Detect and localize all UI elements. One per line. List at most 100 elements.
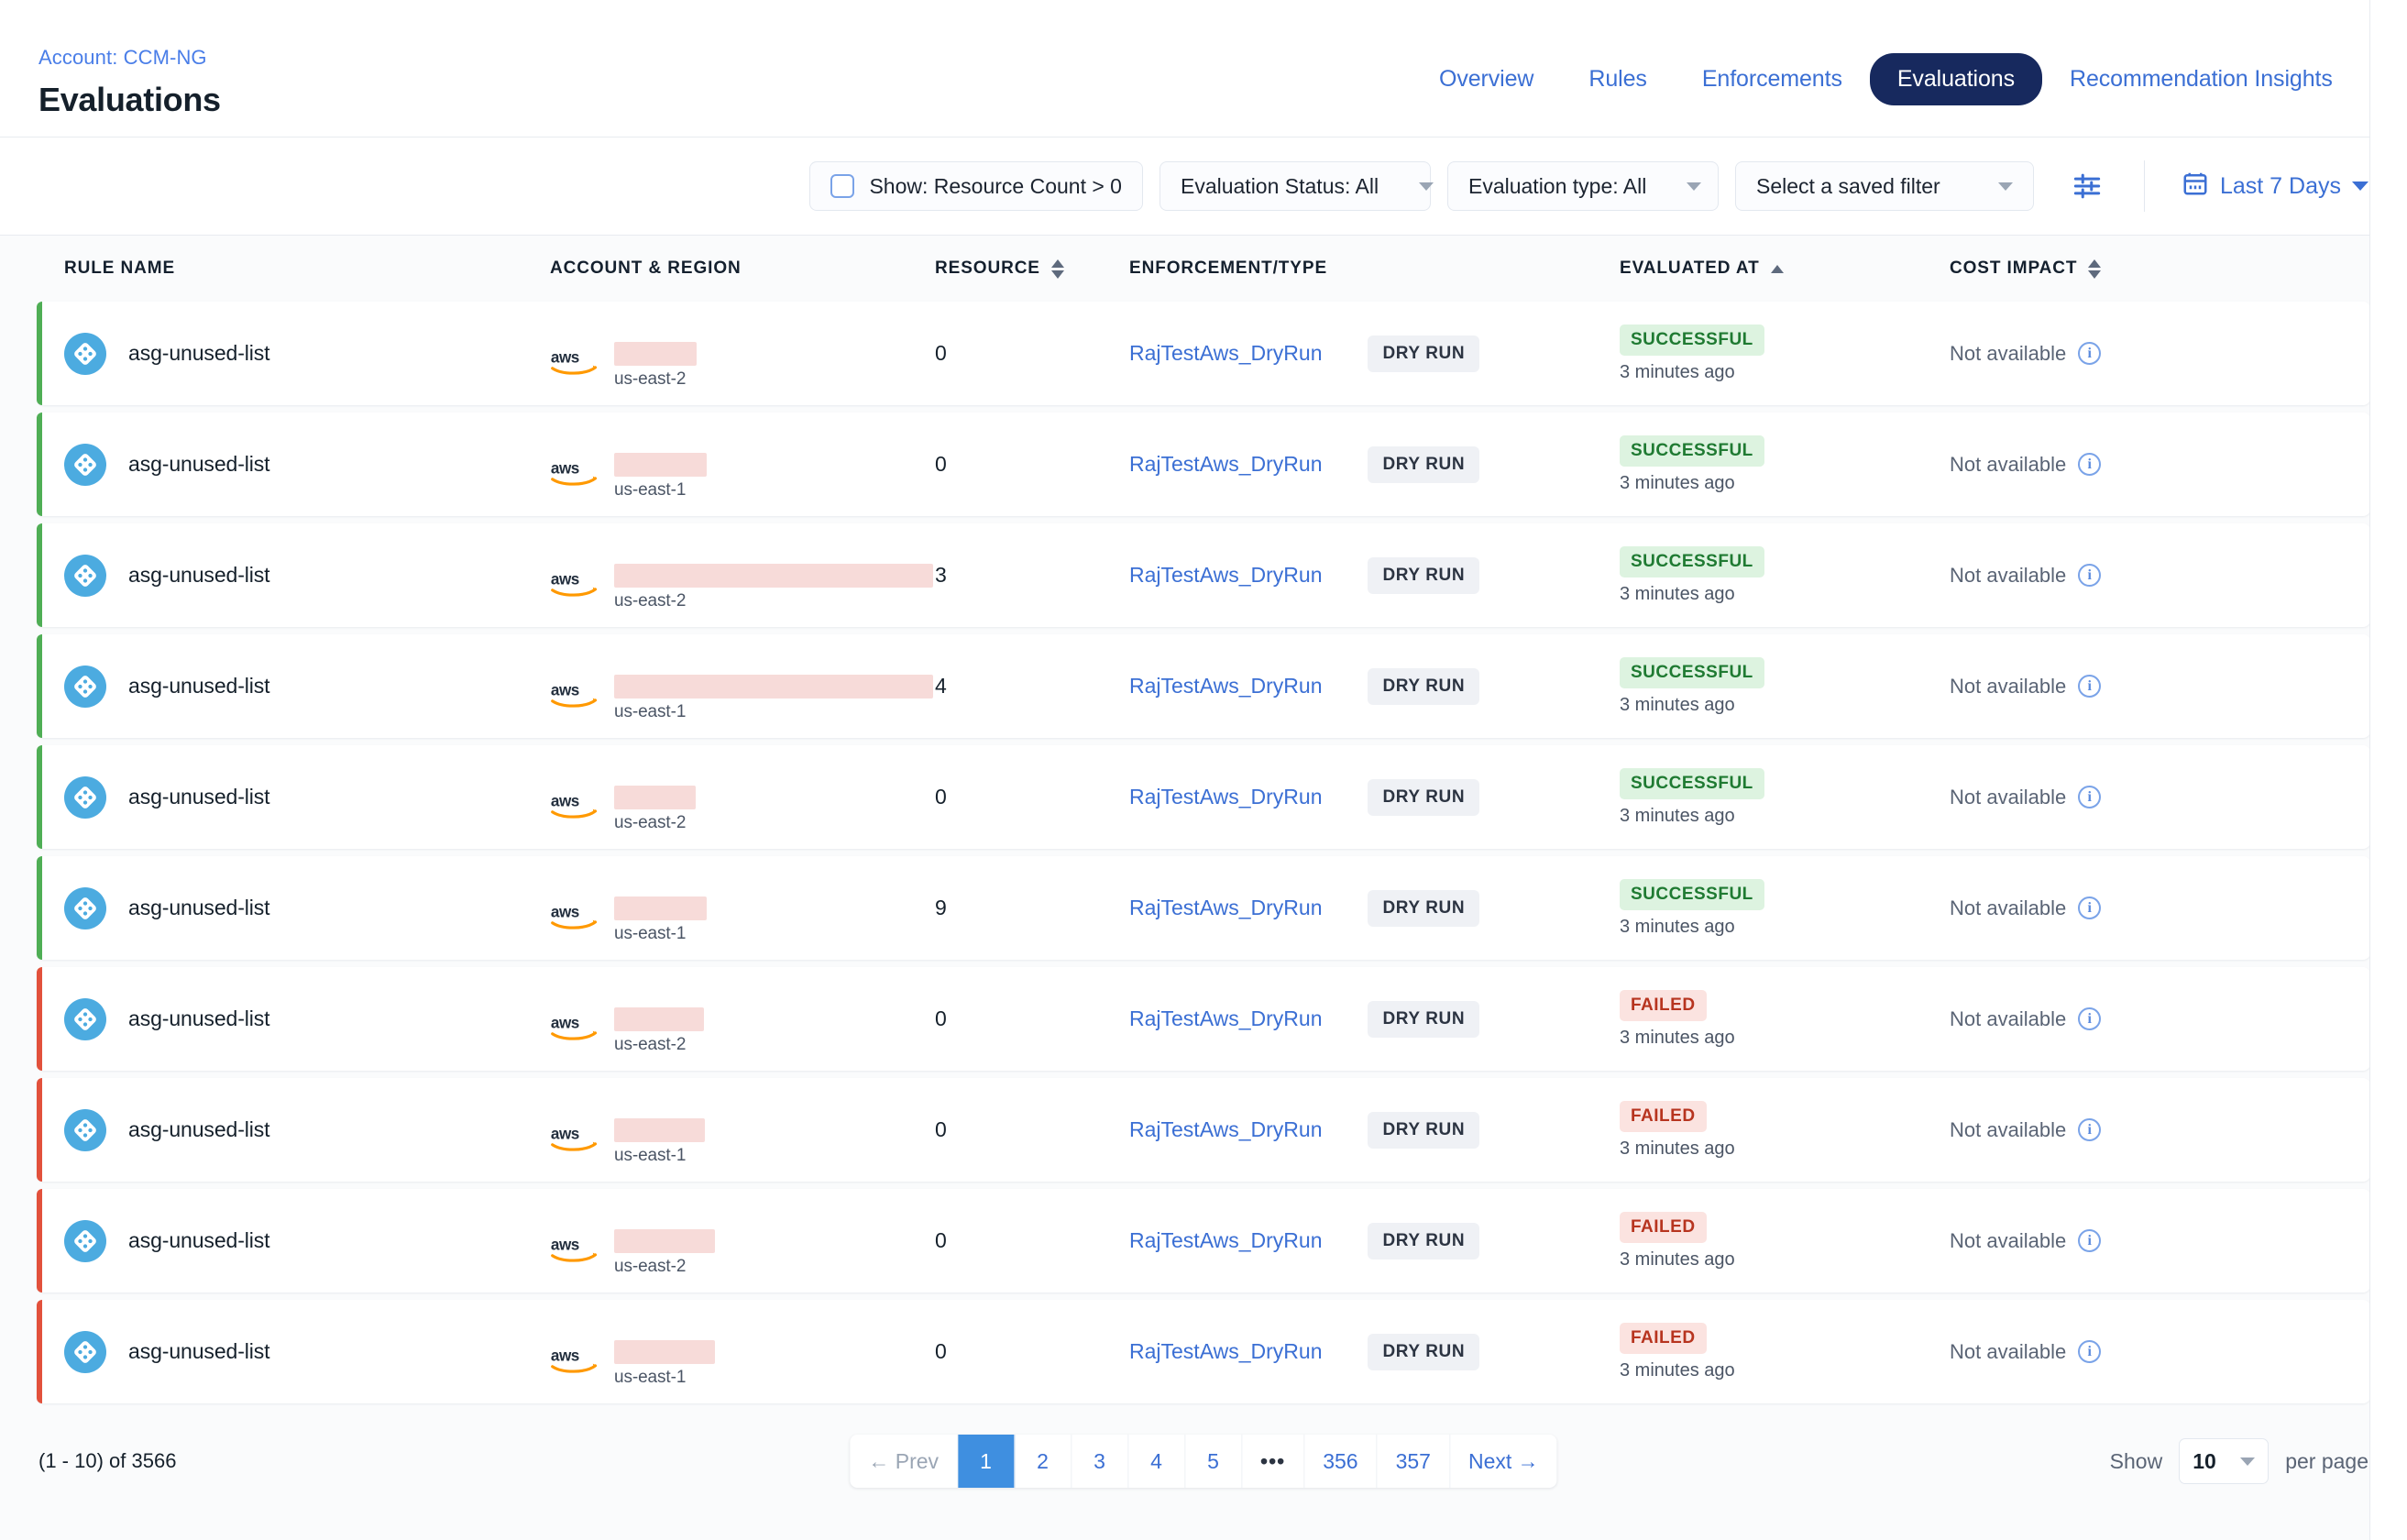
table-row[interactable]: asg-unused-list aws us-east-2 0 RajTestA… <box>37 745 2370 849</box>
nav-tab-rules[interactable]: Rules <box>1588 66 1647 92</box>
table-row[interactable]: asg-unused-list aws us-east-1 0 RajTestA… <box>37 412 2370 516</box>
enforcement-link[interactable]: RajTestAws_DryRun <box>1129 341 1323 365</box>
page-button-active[interactable]: 1 <box>958 1435 1016 1488</box>
rule-name-text: asg-unused-list <box>128 563 270 587</box>
saved-filter-select[interactable]: Select a saved filter <box>1734 161 2034 211</box>
region-text: us-east-1 <box>614 923 687 943</box>
enforcement-link[interactable]: RajTestAws_DryRun <box>1129 785 1323 808</box>
cell-cost-impact: Not available i <box>1950 453 2243 477</box>
cell-rule-name: asg-unused-list <box>64 1108 550 1151</box>
account-region-text: us-east-2 <box>614 785 696 833</box>
page-button-4[interactable]: 4 <box>1128 1435 1186 1488</box>
status-badge: FAILED <box>1620 989 1707 1021</box>
column-label: EVALUATED AT <box>1620 258 1760 278</box>
evaluated-ago-text: 3 minutes ago <box>1620 583 1735 604</box>
cost-impact-text: Not available <box>1950 1117 2067 1141</box>
cell-rule-name: asg-unused-list <box>64 665 550 708</box>
table-row[interactable]: asg-unused-list aws us-east-1 0 RajTestA… <box>37 1300 2370 1403</box>
page-size-control: Show 10 per page <box>2110 1438 2369 1484</box>
info-icon[interactable]: i <box>2078 1007 2102 1030</box>
rule-name-text: asg-unused-list <box>128 785 270 808</box>
aws-logo-icon: aws <box>550 1007 599 1048</box>
status-badge: SUCCESSFUL <box>1620 545 1764 578</box>
sort-both-icon[interactable] <box>1050 258 1064 279</box>
table-row[interactable]: asg-unused-list aws us-east-2 0 RajTestA… <box>37 967 2370 1071</box>
nav-tab-overview[interactable]: Overview <box>1439 66 1534 92</box>
account-region-text: us-east-1 <box>614 896 707 944</box>
enforcement-link[interactable]: RajTestAws_DryRun <box>1129 563 1323 587</box>
page-size-select[interactable]: 10 <box>2179 1438 2270 1484</box>
info-icon[interactable]: i <box>2078 1229 2102 1252</box>
status-badge: FAILED <box>1620 1100 1707 1132</box>
info-icon[interactable]: i <box>2078 564 2102 587</box>
evaluation-type-select[interactable]: Evaluation type: All <box>1446 161 1719 211</box>
account-breadcrumb-link[interactable]: Account: CCM-NG <box>38 46 207 69</box>
cell-evaluated-at: FAILED 3 minutes ago <box>1620 989 1950 1049</box>
sliders-icon[interactable] <box>2067 166 2107 206</box>
per-page-label: per page <box>2285 1448 2369 1473</box>
info-icon[interactable]: i <box>2078 453 2102 476</box>
resource-count-filter-checkbox[interactable]: Show: Resource Count > 0 <box>809 161 1143 211</box>
table-row[interactable]: asg-unused-list aws us-east-2 0 RajTestA… <box>37 1189 2370 1292</box>
enforcement-link[interactable]: RajTestAws_DryRun <box>1129 896 1323 919</box>
cell-evaluated-at: FAILED 3 minutes ago <box>1620 1322 1950 1381</box>
cost-impact-text: Not available <box>1950 785 2067 808</box>
info-icon[interactable]: i <box>2078 786 2102 808</box>
cell-evaluated-at: FAILED 3 minutes ago <box>1620 1211 1950 1270</box>
governance-rule-icon <box>64 1330 106 1373</box>
redacted-account-name <box>614 1228 715 1253</box>
cell-enforcement-type: RajTestAws_DryRun DRY RUN <box>1129 1333 1620 1370</box>
account-region-text: us-east-1 <box>614 674 933 722</box>
governance-rule-icon <box>64 1108 106 1151</box>
info-icon[interactable]: i <box>2078 1340 2102 1363</box>
evaluation-type-value: Evaluation type: All <box>1467 173 1647 198</box>
page-button-2[interactable]: 2 <box>1015 1435 1072 1488</box>
table-row[interactable]: asg-unused-list aws us-east-1 0 RajTestA… <box>37 1078 2370 1182</box>
cell-rule-name: asg-unused-list <box>64 1330 550 1373</box>
enforcement-link[interactable]: RajTestAws_DryRun <box>1129 1228 1323 1252</box>
evaluation-status-select[interactable]: Evaluation Status: All <box>1159 161 1434 211</box>
date-range-picker[interactable]: Last 7 Days <box>2182 170 2369 204</box>
cell-enforcement-type: RajTestAws_DryRun DRY RUN <box>1129 667 1620 705</box>
column-header-cost-impact[interactable]: COST IMPACT <box>1950 258 2243 279</box>
table-row[interactable]: asg-unused-list aws us-east-2 3 RajTestA… <box>37 523 2370 627</box>
sort-ascending-icon[interactable] <box>1770 264 1784 273</box>
info-icon[interactable]: i <box>2078 1118 2102 1141</box>
checkbox-icon[interactable] <box>830 174 855 198</box>
page-button-5[interactable]: 5 <box>1185 1435 1243 1488</box>
table-row[interactable]: asg-unused-list aws us-east-1 9 RajTestA… <box>37 856 2370 960</box>
page-size-value: 10 <box>2193 1448 2216 1473</box>
info-icon[interactable]: i <box>2078 675 2102 698</box>
page-button-3[interactable]: 3 <box>1072 1435 1129 1488</box>
nav-tab-enforcements[interactable]: Enforcements <box>1701 66 1842 92</box>
info-icon[interactable]: i <box>2078 896 2102 919</box>
cell-resource-count: 0 <box>935 1339 947 1363</box>
next-page-button[interactable]: Next → <box>1467 1448 1539 1473</box>
nav-tab-evaluations[interactable]: Evaluations <box>1869 53 2043 105</box>
svg-text:aws: aws <box>551 1125 579 1142</box>
table-row[interactable]: asg-unused-list aws us-east-1 4 RajTestA… <box>37 634 2370 738</box>
enforcement-link[interactable]: RajTestAws_DryRun <box>1129 452 1323 476</box>
account-region-text: us-east-1 <box>614 452 707 500</box>
redacted-account-name <box>614 1339 715 1364</box>
column-label: RULE NAME <box>64 258 176 278</box>
sort-both-icon[interactable] <box>2088 258 2102 279</box>
cost-impact-text: Not available <box>1950 674 2067 698</box>
status-badge: SUCCESSFUL <box>1620 434 1764 467</box>
prev-page-button[interactable]: ← Prev <box>850 1435 959 1488</box>
table-row[interactable]: asg-unused-list aws us-east-2 0 RajTestA… <box>37 302 2370 405</box>
column-header-evaluated-at[interactable]: EVALUATED AT <box>1620 258 1950 279</box>
page-button-356[interactable]: 356 <box>1304 1435 1378 1488</box>
chevron-down-icon <box>2352 182 2369 191</box>
evaluated-ago-text: 3 minutes ago <box>1620 805 1735 826</box>
enforcement-link[interactable]: RajTestAws_DryRun <box>1129 1117 1323 1141</box>
page-button-357[interactable]: 357 <box>1378 1435 1450 1488</box>
nav-tab-recommendation-insights[interactable]: Recommendation Insights <box>2070 66 2333 92</box>
enforcement-link[interactable]: RajTestAws_DryRun <box>1129 1339 1323 1363</box>
evaluated-ago-text: 3 minutes ago <box>1620 694 1735 715</box>
info-icon[interactable]: i <box>2078 342 2102 365</box>
enforcement-link[interactable]: RajTestAws_DryRun <box>1129 1006 1323 1030</box>
enforcement-link[interactable]: RajTestAws_DryRun <box>1129 674 1323 698</box>
svg-text:aws: aws <box>551 792 579 809</box>
column-header-resource[interactable]: RESOURCE <box>935 258 1129 279</box>
